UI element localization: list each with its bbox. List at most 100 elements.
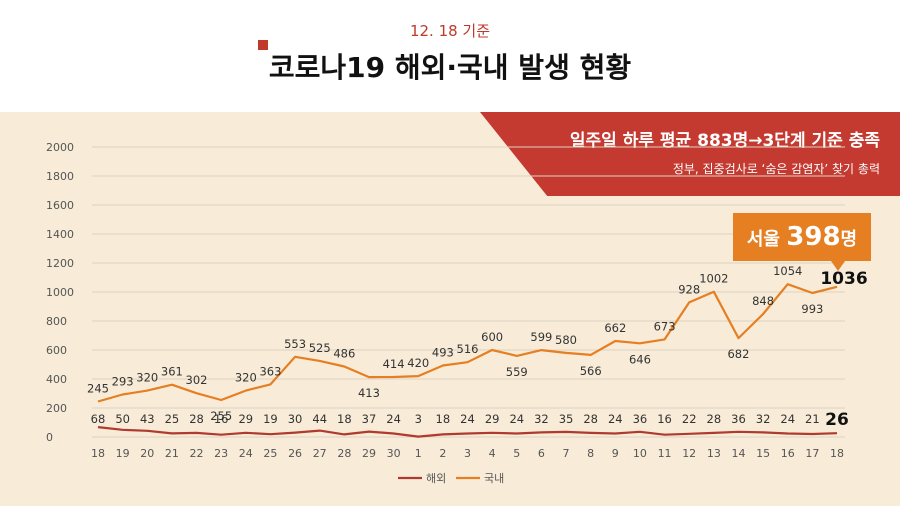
x-tick-label: 26	[288, 447, 302, 460]
x-tick-label: 18	[91, 447, 105, 460]
overseas-data-label: 35	[559, 412, 574, 426]
x-tick-label: 16	[781, 447, 795, 460]
x-tick-label: 17	[805, 447, 819, 460]
overseas-data-label: 26	[825, 410, 849, 430]
domestic-data-label: 414	[383, 357, 405, 371]
x-tick-label: 22	[190, 447, 204, 460]
domestic-data-label: 525	[309, 341, 331, 355]
x-tick-label: 21	[165, 447, 179, 460]
legend-label-overseas: 해외	[426, 471, 446, 485]
x-tick-label: 9	[612, 447, 619, 460]
overseas-data-label: 21	[805, 412, 820, 426]
x-tick-label: 4	[489, 447, 496, 460]
overseas-data-label: 24	[386, 412, 401, 426]
x-tick-label: 18	[830, 447, 844, 460]
overseas-data-label: 36	[731, 412, 746, 426]
domestic-data-label: 928	[678, 282, 700, 296]
overseas-data-label: 24	[780, 412, 795, 426]
y-tick-label: 600	[46, 344, 67, 357]
domestic-data-label: 553	[284, 337, 306, 351]
domestic-data-label: 320	[235, 371, 257, 385]
x-tick-label: 28	[337, 447, 351, 460]
overseas-data-label: 19	[263, 412, 278, 426]
overseas-data-label: 44	[312, 412, 327, 426]
x-tick-label: 13	[707, 447, 721, 460]
headline-banner	[480, 112, 900, 196]
y-tick-label: 1800	[46, 170, 74, 183]
overseas-data-label: 24	[509, 412, 524, 426]
domestic-data-label: 646	[629, 352, 651, 366]
domestic-data-label: 293	[112, 375, 134, 389]
x-tick-label: 3	[464, 447, 471, 460]
x-tick-label: 7	[563, 447, 570, 460]
x-tick-label: 14	[731, 447, 745, 460]
overseas-data-label: 68	[91, 412, 106, 426]
overseas-data-label: 28	[707, 412, 722, 426]
overseas-data-label: 29	[485, 412, 500, 426]
callout-pointer	[831, 261, 845, 271]
domestic-data-label: 1036	[820, 269, 867, 289]
x-tick-label: 19	[116, 447, 130, 460]
domestic-data-label: 662	[604, 321, 626, 335]
overseas-data-label: 24	[608, 412, 623, 426]
banner-subheadline: 정부, 집중검사로 ‘숨은 감염자’ 찾기 총력	[672, 162, 880, 176]
overseas-data-label: 18	[337, 412, 352, 426]
x-tick-label: 11	[658, 447, 672, 460]
header	[0, 0, 900, 112]
domestic-data-label: 245	[87, 381, 109, 395]
domestic-data-label: 1054	[773, 264, 802, 278]
callout-suffix: 명	[840, 229, 858, 250]
overseas-data-label: 43	[140, 412, 155, 426]
y-tick-label: 1200	[46, 257, 74, 270]
x-tick-label: 29	[362, 447, 376, 460]
domestic-data-label: 559	[506, 365, 528, 379]
overseas-data-label: 32	[756, 412, 771, 426]
domestic-data-label: 361	[161, 365, 183, 379]
x-tick-label: 27	[313, 447, 327, 460]
domestic-data-label: 1002	[699, 272, 728, 286]
domestic-data-label: 682	[727, 347, 749, 361]
legend-label-domestic: 국내	[484, 472, 504, 485]
seoul-callout: 서울 398명	[733, 213, 871, 261]
series-line-overseas	[97, 426, 838, 438]
y-tick-label: 1000	[46, 286, 74, 299]
x-tick-label: 1	[415, 447, 422, 460]
overseas-data-label: 32	[534, 412, 549, 426]
domestic-data-label: 363	[259, 364, 281, 378]
callout-number: 398	[786, 222, 841, 252]
page-title: 코로나19 해외·국내 발생 현황	[268, 51, 632, 84]
overseas-data-label: 25	[165, 412, 180, 426]
overseas-data-label: 28	[189, 412, 204, 426]
overseas-data-label: 18	[436, 412, 451, 426]
overseas-data-label: 50	[115, 412, 130, 426]
domestic-data-label: 600	[481, 330, 503, 344]
domestic-data-label: 302	[186, 373, 208, 387]
domestic-data-label: 255	[210, 409, 232, 423]
x-tick-label: 20	[140, 447, 154, 460]
domestic-data-label: 320	[136, 371, 158, 385]
domestic-data-label: 599	[530, 330, 552, 344]
x-tick-label: 30	[387, 447, 401, 460]
domestic-data-label: 848	[752, 294, 774, 308]
domestic-data-label: 420	[407, 356, 429, 370]
x-tick-label: 6	[538, 447, 545, 460]
y-tick-label: 400	[46, 373, 67, 386]
domestic-data-label: 493	[432, 346, 454, 360]
overseas-data-label: 36	[633, 412, 648, 426]
overseas-data-label: 30	[288, 412, 303, 426]
title-marker	[258, 40, 268, 50]
overseas-data-label: 16	[657, 412, 672, 426]
domestic-data-label: 993	[801, 302, 823, 316]
overseas-data-label: 37	[362, 412, 377, 426]
date-label: 12. 18 기준	[409, 22, 491, 40]
x-tick-label: 5	[513, 447, 520, 460]
overseas-data-label: 16	[214, 412, 229, 426]
domestic-data-label: 580	[555, 333, 577, 347]
x-tick-label: 8	[587, 447, 594, 460]
banner-headline: 일주일 하루 평균 883명→3단계 기준 충족	[569, 131, 880, 151]
x-tick-label: 15	[756, 447, 770, 460]
domestic-data-label: 413	[358, 386, 380, 400]
y-tick-label: 0	[46, 431, 53, 444]
y-tick-label: 1400	[46, 228, 74, 241]
